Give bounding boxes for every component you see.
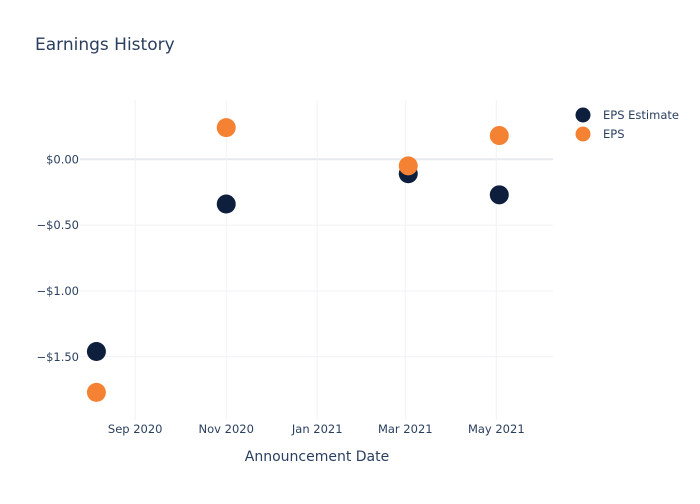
x-tick-label: Mar 2021 [378, 422, 433, 436]
y-axis-tick-labels: $0.00 −$0.50 −$1.00 −$1.50 [36, 152, 79, 364]
legend-marker-eps [575, 126, 591, 142]
x-tick-label: Nov 2020 [199, 422, 254, 436]
legend-label-eps-estimate[interactable]: EPS Estimate [603, 108, 679, 122]
x-tick-label: Sep 2020 [108, 422, 163, 436]
eps-point[interactable] [398, 156, 418, 176]
y-tick-label: −$1.00 [36, 284, 79, 298]
x-axis-tick-labels: Sep 2020 Nov 2020 Jan 2021 Mar 2021 May 2021 [108, 422, 525, 436]
y-tick-label: $0.00 [46, 152, 79, 166]
data-points [86, 118, 509, 402]
x-tick-label: Jan 2021 [291, 422, 343, 436]
legend[interactable]: EPS Estimate EPS [575, 107, 679, 142]
y-tick-label: −$0.50 [36, 218, 79, 232]
x-axis-title: Announcement Date [245, 449, 389, 465]
eps-estimate-point[interactable] [216, 194, 236, 214]
legend-marker-eps-estimate [575, 107, 591, 123]
grid-lines [80, 100, 553, 420]
eps-point[interactable] [86, 382, 106, 402]
y-tick-label: −$1.50 [36, 350, 79, 364]
x-tick-label: May 2021 [468, 422, 525, 436]
eps-estimate-point[interactable] [86, 342, 106, 362]
eps-point[interactable] [216, 118, 236, 138]
chart-title: Earnings History [35, 35, 175, 55]
eps-estimate-point[interactable] [489, 185, 509, 205]
legend-label-eps[interactable]: EPS [603, 127, 625, 141]
eps-point[interactable] [489, 126, 509, 146]
